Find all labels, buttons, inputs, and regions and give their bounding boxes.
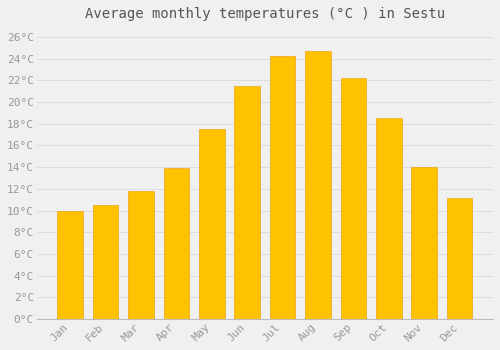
- Bar: [164, 168, 189, 319]
- Bar: [199, 129, 224, 319]
- Bar: [58, 210, 83, 319]
- Bar: [376, 118, 402, 319]
- Bar: [340, 78, 366, 319]
- Bar: [234, 86, 260, 319]
- Bar: [270, 56, 295, 319]
- Title: Average monthly temperatures (°C ) in Sestu: Average monthly temperatures (°C ) in Se…: [85, 7, 445, 21]
- Bar: [128, 191, 154, 319]
- Bar: [93, 205, 118, 319]
- Bar: [412, 167, 437, 319]
- Bar: [447, 197, 472, 319]
- Bar: [305, 51, 330, 319]
